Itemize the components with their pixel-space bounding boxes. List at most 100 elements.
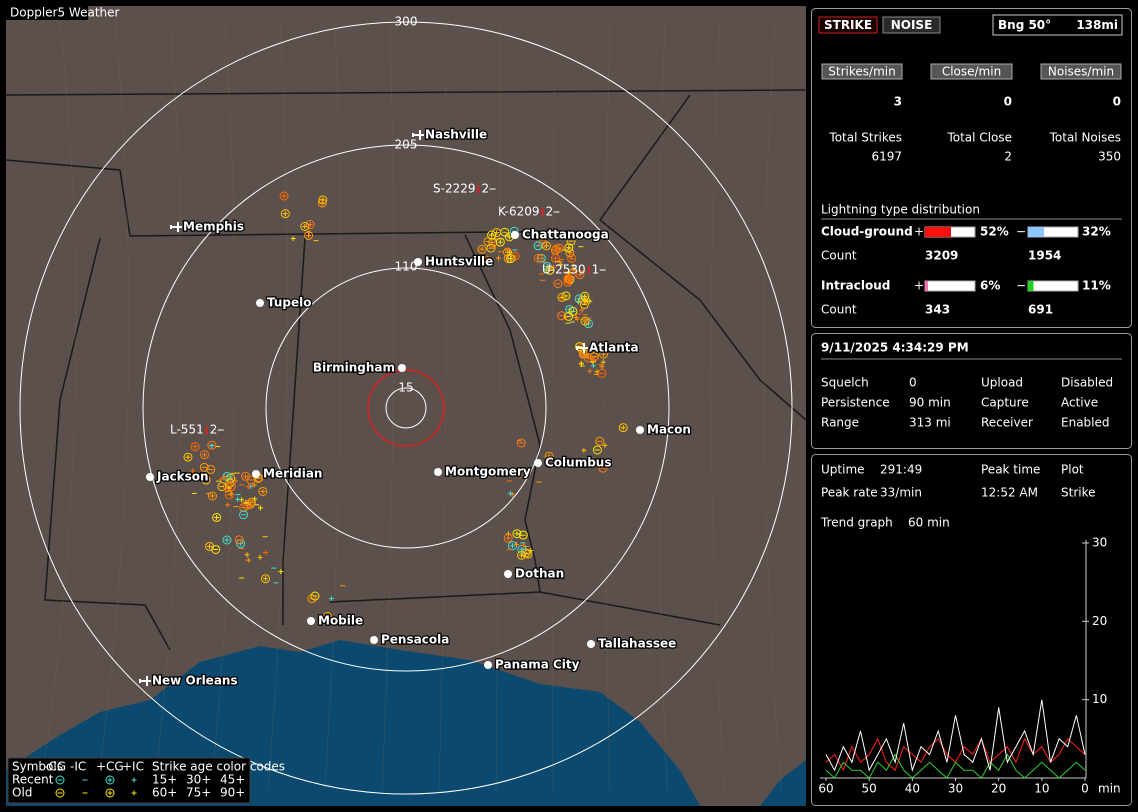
stat-value: 33/min xyxy=(880,486,922,500)
legend-box xyxy=(7,757,251,804)
city-label: Panama City xyxy=(495,658,580,672)
storm-marker xyxy=(477,185,480,193)
strike-ring xyxy=(247,497,257,507)
strike-ring xyxy=(518,530,528,540)
rate-label: Close/min xyxy=(942,65,1001,79)
setting-value: 313 mi xyxy=(909,416,951,430)
strike-ring xyxy=(618,423,628,433)
stat-label: Peak rate xyxy=(821,486,878,500)
count-value: 1954 xyxy=(1028,249,1061,263)
x-tick-label: 20 xyxy=(991,782,1006,796)
city-label: Memphis xyxy=(183,220,244,234)
strike-ring xyxy=(242,500,252,510)
status-label: Receiver xyxy=(981,416,1033,430)
range-ring xyxy=(19,21,793,795)
road xyxy=(267,19,288,791)
count-value: 691 xyxy=(1028,303,1053,317)
city-label: Atlanta xyxy=(589,341,639,355)
trend-span: 60 min xyxy=(908,516,950,530)
strike-ring xyxy=(545,265,555,275)
sign: − xyxy=(1016,225,1026,239)
strike-ring xyxy=(575,270,585,280)
strike-ring xyxy=(592,445,602,455)
title-tag xyxy=(6,6,88,20)
storm-id: U-2530 xyxy=(542,263,586,277)
airport-icon xyxy=(576,343,588,353)
state-border xyxy=(6,89,806,96)
total-value: 6197 xyxy=(871,150,902,164)
rate-label: Noises/min xyxy=(1048,65,1114,79)
city-dot xyxy=(398,364,406,372)
strike-ring xyxy=(261,574,271,584)
sign: + xyxy=(914,225,924,239)
strike-ring xyxy=(598,463,608,473)
road xyxy=(710,19,725,791)
x-tick-label: 30 xyxy=(948,782,963,796)
pct-bar xyxy=(925,227,951,237)
legend-symbol: -CG xyxy=(44,760,66,774)
legend-age: 75+ xyxy=(186,786,211,800)
strike-ring xyxy=(211,544,221,554)
strike-ring xyxy=(317,198,327,208)
legend-age: 90+ xyxy=(220,786,245,800)
panel-box xyxy=(811,454,1132,806)
gulf-water-east xyxy=(760,760,806,806)
road xyxy=(763,19,782,791)
strike-ring xyxy=(567,253,577,263)
strike-ring xyxy=(207,440,217,450)
rate-value: 0 xyxy=(1004,95,1012,109)
app-title: Doppler5 Weather xyxy=(10,6,120,20)
range-label: 15 xyxy=(398,381,413,395)
strike-ring xyxy=(212,512,222,522)
stat-value: 12:52 AM xyxy=(981,486,1038,500)
strike-ring xyxy=(561,291,571,301)
panel-box xyxy=(811,333,1132,449)
legend-symbol: +IC xyxy=(122,760,144,774)
strike-ring xyxy=(200,450,210,460)
setting-label: Squelch xyxy=(821,376,869,390)
range-label: 300 xyxy=(395,15,418,29)
strike-ring xyxy=(566,236,576,246)
city-label: Mobile xyxy=(318,614,363,628)
strike-ring xyxy=(305,220,315,230)
rate-header xyxy=(930,63,1013,80)
strike-ring xyxy=(554,243,564,253)
status-value: Enabled xyxy=(1061,416,1110,430)
city-label: Dothan xyxy=(515,567,564,581)
total-label: Total Strikes xyxy=(828,131,902,145)
city-label: Nashville xyxy=(425,128,487,142)
city-dot xyxy=(504,570,512,578)
road xyxy=(210,19,236,791)
strike-ring xyxy=(239,510,249,520)
strike-ring xyxy=(544,451,554,461)
strike-ring xyxy=(486,243,496,253)
count-label: Count xyxy=(821,249,857,263)
state-border xyxy=(6,159,131,237)
storm-id: S-2229 xyxy=(433,182,476,196)
status-value: Disabled xyxy=(1061,376,1113,390)
city-dot xyxy=(434,468,442,476)
type-name: Intracloud xyxy=(821,279,890,293)
city-label: Montgomery xyxy=(445,465,531,479)
mode-button[interactable] xyxy=(882,16,941,34)
city-dot xyxy=(534,459,542,467)
legend-row: Recent xyxy=(12,773,54,787)
y-tick-label: 30 xyxy=(1092,536,1107,550)
pct-bar xyxy=(1028,227,1044,237)
stat-label: Plot xyxy=(1061,463,1084,477)
strike-ring xyxy=(307,594,317,604)
strike-ring xyxy=(190,442,200,452)
city-dot xyxy=(511,231,519,239)
sign: + xyxy=(914,279,924,293)
x-tick-label: 60 xyxy=(818,782,833,796)
road xyxy=(96,19,130,791)
mode-button[interactable] xyxy=(818,16,878,34)
strike-ring xyxy=(207,491,217,501)
strike-ring xyxy=(280,209,290,219)
state-border xyxy=(329,591,721,626)
city-label: Tallahassee xyxy=(598,637,676,651)
mode-label: STRIKE xyxy=(824,18,872,32)
strike-ring xyxy=(564,243,574,253)
city-dot xyxy=(636,426,644,434)
trend-line xyxy=(825,753,1086,779)
